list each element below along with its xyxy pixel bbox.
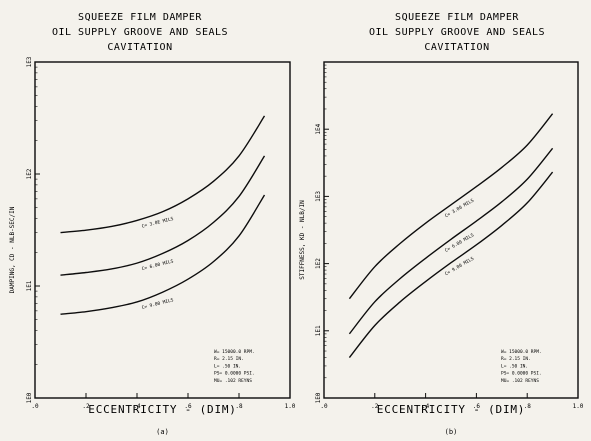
y-tick-label: 1E4 (315, 123, 322, 134)
y-tick-label: 1E3 (315, 191, 322, 202)
panel-label: (b) (445, 428, 458, 436)
y-tick-label: 1E2 (26, 168, 33, 179)
series-line-3 (349, 172, 552, 357)
series-line-2 (349, 148, 552, 334)
y-tick-label: 1E0 (315, 392, 322, 403)
x-axis-label: ECCENTRICITY - (DIM) (377, 403, 525, 416)
parameter-legend: W= 15000.0 RPM.R= 2.15 IN.L= .50 IN. PS= … (498, 347, 564, 387)
legend-entry: PS= 0.0000 PSI. (214, 371, 255, 377)
plot-frame (324, 62, 578, 398)
chart-title-line-3: CAVITATION (107, 42, 172, 53)
y-tick-label: 1E3 (26, 56, 33, 67)
series-line-2 (61, 156, 265, 275)
x-axis-label: ECCENTRICITY - (DIM) (88, 403, 236, 416)
chart-panel-b: SQUEEZE FILM DAMPER OIL SUPPLY GROOVE AND… (299, 12, 584, 436)
series-label-3: C= 9.00 MILS (444, 256, 475, 278)
legend-entry: W= 15000.0 RPM. (214, 349, 255, 355)
chart-title-line-3: CAVITATION (424, 42, 489, 53)
plot-frame (35, 62, 290, 398)
y-axis-label: DAMPING, CD - NLB-SEC/IN (9, 206, 16, 293)
y-tick-label: 1E0 (26, 392, 33, 403)
chart-panel-a: SQUEEZE FILM DAMPER OIL SUPPLY GROOVE AND… (9, 12, 296, 436)
series-label-2: C= 6.00 MILS (444, 232, 475, 254)
y-tick-label: 1E1 (26, 280, 33, 291)
series-label-1: C= 3.00 MILS (444, 198, 475, 220)
legend-entry: W= 15000.0 RPM. (501, 349, 542, 355)
parameter-legend: W= 15000.0 RPM.R= 2.15 IN.L= .50 IN. PS= … (211, 347, 271, 387)
x-tick-label: 1.0 (573, 403, 584, 410)
series-line-3 (61, 195, 265, 314)
legend-entry: L= .50 IN. (501, 363, 528, 369)
y-tick-label: 1E1 (315, 325, 322, 336)
series-line-1 (61, 116, 265, 233)
chart-title-line-2: OIL SUPPLY GROOVE AND SEALS (369, 27, 545, 38)
chart-title-line-1: SQUEEZE FILM DAMPER (395, 12, 519, 23)
legend-entry: L= .50 IN. (214, 363, 241, 369)
panel-label: (a) (156, 428, 169, 436)
chart-title-line-1: SQUEEZE FILM DAMPER (78, 12, 202, 23)
legend-entry: PS= 0.0000 PSI. (501, 371, 542, 377)
legend-entry: MU= .102 REYNS (501, 378, 539, 384)
y-tick-label: 1E2 (315, 258, 322, 269)
legend-entry: R= 2.15 IN. (501, 356, 531, 362)
y-axis-label: STIFFNESS, KD - NLB/IN (299, 200, 306, 280)
legend-entry: MU= .102 REYNS (214, 378, 252, 384)
legend-entry: R= 2.15 IN. (214, 356, 244, 362)
x-tick-label: 1.0 (285, 403, 296, 410)
chart-title-line-2: OIL SUPPLY GROOVE AND SEALS (52, 27, 228, 38)
